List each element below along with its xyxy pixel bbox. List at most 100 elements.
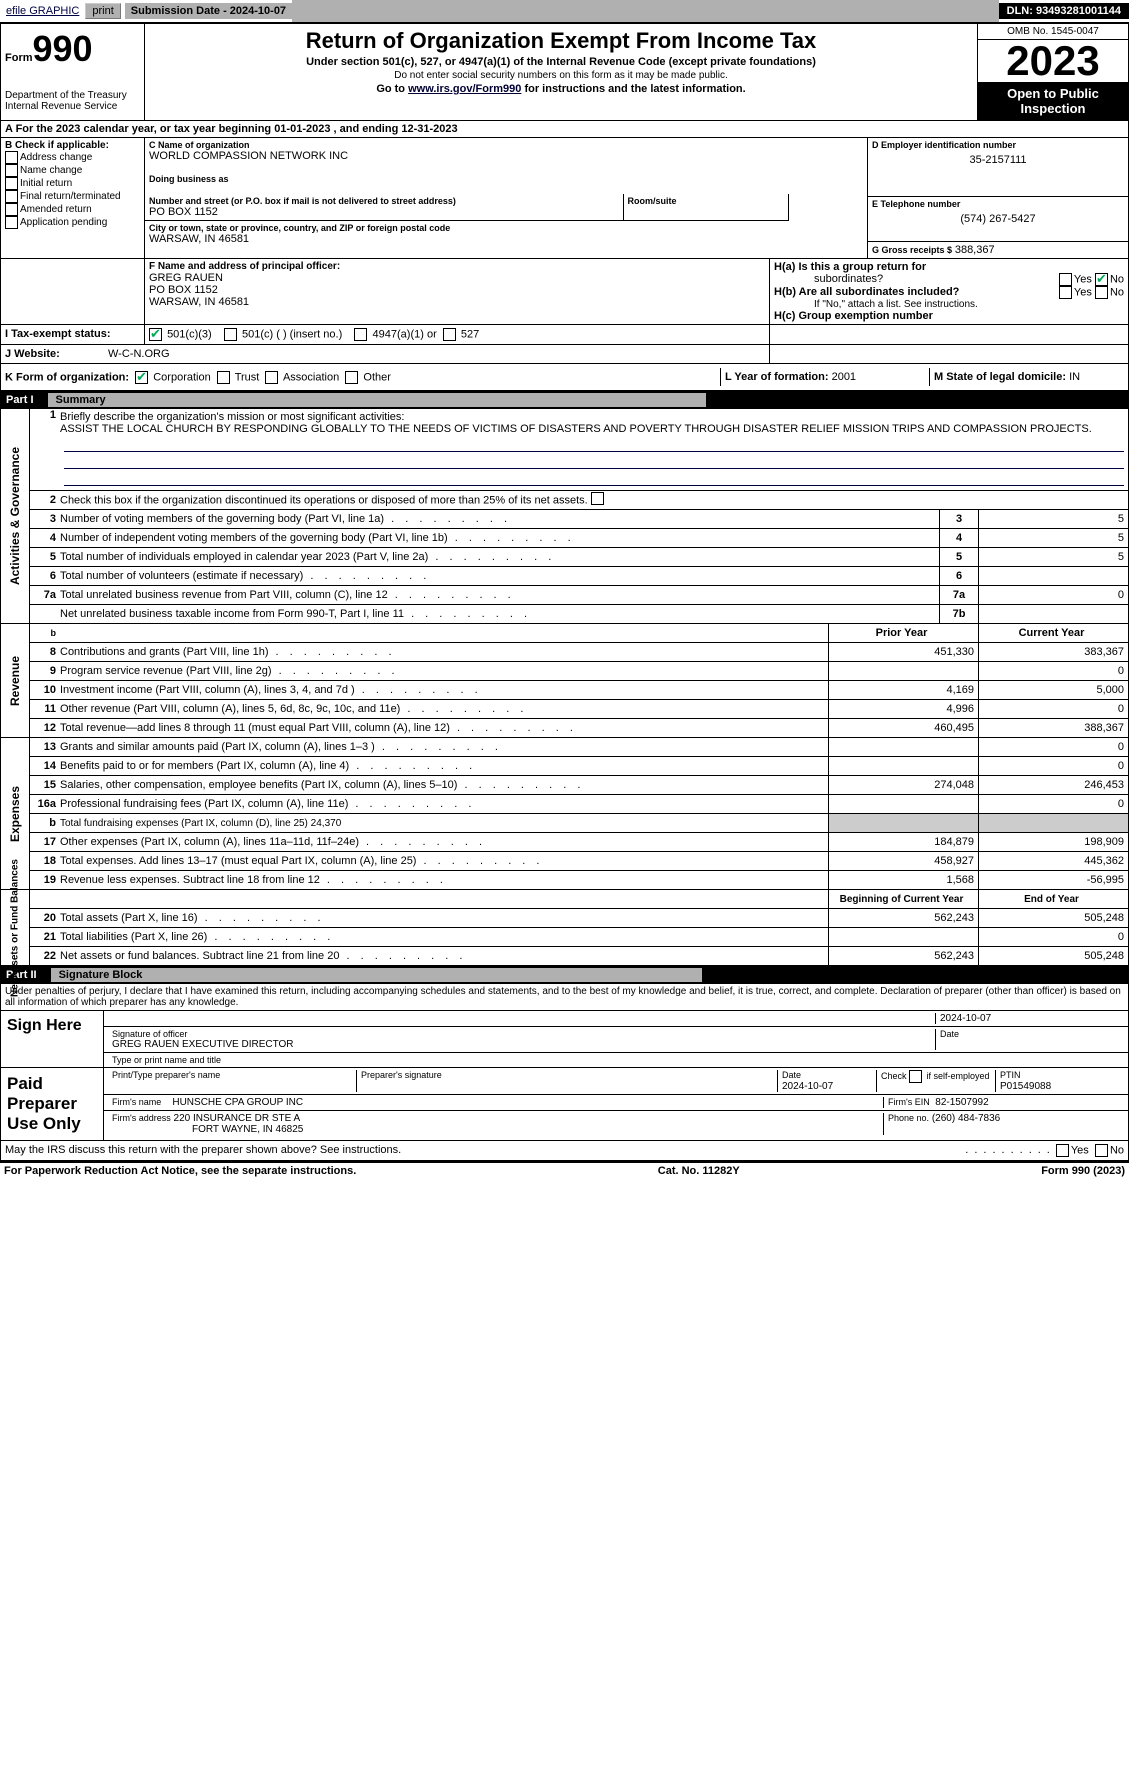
rev-row-9: 9 Program service revenue (Part VIII, li…	[30, 662, 1128, 681]
ck-527[interactable]	[443, 328, 456, 341]
exp-row-17: 17 Other expenses (Part IX, column (A), …	[30, 833, 1128, 852]
ck-other-org[interactable]	[345, 371, 358, 384]
expenses-section: Expenses 13 Grants and similar amounts p…	[0, 738, 1129, 890]
net-row-20: 20 Total assets (Part X, line 16) . . . …	[30, 909, 1128, 928]
ck-discuss-no[interactable]	[1095, 1144, 1108, 1157]
governance-section: Activities & Governance 1 Briefly descri…	[0, 409, 1129, 624]
mission-text: ASSIST THE LOCAL CHURCH BY RESPONDING GL…	[60, 423, 1092, 435]
part2-header: Part II Signature Block	[0, 966, 1129, 984]
discuss-row: May the IRS discuss this return with the…	[0, 1141, 1129, 1161]
ptin-value: P01549088	[1000, 1081, 1051, 1092]
hdr-end: End of Year	[978, 890, 1128, 908]
netassets-tab: Net Assets or Fund Balances	[10, 858, 21, 996]
box-e-label: E Telephone number	[872, 199, 1124, 209]
dba-label: Doing business as	[149, 174, 863, 184]
street-value: PO BOX 1152	[149, 206, 619, 218]
ck-app-pending[interactable]: Application pending	[5, 216, 140, 229]
paid-preparer-label: Paid Preparer Use Only	[1, 1068, 104, 1140]
hdr-current-year: Current Year	[978, 624, 1128, 642]
officer-street: PO BOX 1152	[149, 284, 765, 296]
ck-self-employed[interactable]	[909, 1070, 922, 1083]
box-hc: H(c) Group exemption number	[774, 310, 1124, 322]
exp-row-16a: 16a Professional fundraising fees (Part …	[30, 795, 1128, 814]
gov-row-3: 3 Number of voting members of the govern…	[30, 510, 1128, 529]
line-a-period: A For the 2023 calendar year, or tax yea…	[0, 121, 1129, 138]
rev-row-10: 10 Investment income (Part VIII, column …	[30, 681, 1128, 700]
exp-row-14: 14 Benefits paid to or for members (Part…	[30, 757, 1128, 776]
expenses-tab: Expenses	[8, 785, 22, 841]
exp-row-18: 18 Total expenses. Add lines 13–17 (must…	[30, 852, 1128, 871]
ck-discontinued[interactable]	[591, 492, 604, 505]
room-label: Room/suite	[628, 196, 785, 206]
hdr-prior-year: Prior Year	[828, 624, 978, 642]
tax-year: 2023	[978, 40, 1128, 82]
gov-row-5: 5 Total number of individuals employed i…	[30, 548, 1128, 567]
city-label: City or town, state or province, country…	[149, 223, 863, 233]
sign-here-label: Sign Here	[1, 1011, 104, 1067]
sign-date: 2024-10-07	[936, 1013, 1124, 1024]
ck-501c3[interactable]	[149, 328, 162, 341]
irs-gov-link[interactable]: www.irs.gov/Form990	[408, 83, 521, 95]
firm-name: HUNSCHE CPA GROUP INC	[172, 1097, 303, 1108]
ck-trust[interactable]	[217, 371, 230, 384]
dln-label: DLN: 93493281001144	[999, 3, 1129, 19]
exp-row-b: b Total fundraising expenses (Part IX, c…	[30, 814, 1128, 833]
box-c-name-label: C Name of organization	[149, 140, 863, 150]
box-g-label: G Gross receipts $	[872, 245, 952, 255]
efile-graphic-link[interactable]: efile GRAPHIC	[0, 3, 85, 19]
ck-4947[interactable]	[354, 328, 367, 341]
row-j: J Website: W-C-N.ORG	[0, 345, 1129, 364]
box-hb-note: If "No," attach a list. See instructions…	[774, 299, 1124, 310]
dept-treasury: Department of the Treasury	[5, 90, 140, 101]
net-row-21: 21 Total liabilities (Part X, line 26) .…	[30, 928, 1128, 947]
box-b-header: B Check if applicable:	[5, 140, 140, 151]
ck-association[interactable]	[265, 371, 278, 384]
net-row-22: 22 Net assets or fund balances. Subtract…	[30, 947, 1128, 965]
page-footer: For Paperwork Reduction Act Notice, see …	[0, 1161, 1129, 1179]
ck-501c[interactable]	[224, 328, 237, 341]
topbar-spacer	[292, 0, 999, 22]
row-i: I Tax-exempt status: 501(c)(3) 501(c) ( …	[0, 325, 1129, 345]
firm-phone: (260) 484-7836	[932, 1113, 1000, 1124]
exp-row-15: 15 Salaries, other compensation, employe…	[30, 776, 1128, 795]
officer-city: WARSAW, IN 46581	[149, 296, 765, 308]
ck-address-change[interactable]: Address change	[5, 151, 140, 164]
submission-date: Submission Date - 2024-10-07	[125, 3, 292, 19]
ck-final-return[interactable]: Final return/terminated	[5, 190, 140, 203]
officer-sig-name: GREG RAUEN EXECUTIVE DIRECTOR	[112, 1039, 931, 1050]
ck-name-change[interactable]: Name change	[5, 164, 140, 177]
goto-line: Go to www.irs.gov/Form990 for instructio…	[149, 83, 973, 95]
print-button[interactable]: print	[85, 3, 120, 19]
phone-value: (574) 267-5427	[872, 213, 1124, 225]
public-inspection: Open to Public Inspection	[978, 82, 1128, 120]
paid-preparer-block: Paid Preparer Use Only Print/Type prepar…	[0, 1068, 1129, 1141]
netassets-section: Net Assets or Fund Balances Beginning of…	[0, 890, 1129, 966]
footer-left: For Paperwork Reduction Act Notice, see …	[4, 1165, 356, 1177]
ck-corporation[interactable]	[135, 371, 148, 384]
gov-row-6: 6 Total number of volunteers (estimate i…	[30, 567, 1128, 586]
revenue-tab: Revenue	[8, 655, 22, 705]
form-title: Return of Organization Exempt From Incom…	[149, 28, 973, 54]
ein-value: 35-2157111	[872, 154, 1124, 166]
rev-row-12: 12 Total revenue—add lines 8 through 11 …	[30, 719, 1128, 737]
boxes-f-h: F Name and address of principal officer:…	[0, 259, 1129, 325]
box-d-label: D Employer identification number	[872, 140, 1124, 150]
ck-initial-return[interactable]: Initial return	[5, 177, 140, 190]
exp-row-13: 13 Grants and similar amounts paid (Part…	[30, 738, 1128, 757]
firm-addr2: FORT WAYNE, IN 46825	[112, 1124, 303, 1135]
mission-label: Briefly describe the organization's miss…	[60, 411, 404, 423]
box-f-label: F Name and address of principal officer:	[149, 261, 765, 272]
gov-row-4: 4 Number of independent voting members o…	[30, 529, 1128, 548]
ssn-warning: Do not enter social security numbers on …	[149, 70, 973, 81]
hdr-beginning: Beginning of Current Year	[828, 890, 978, 908]
perjury-text: Under penalties of perjury, I declare th…	[0, 984, 1129, 1011]
street-label: Number and street (or P.O. box if mail i…	[149, 196, 619, 206]
box-ha: H(a) Is this a group return for	[774, 261, 1124, 273]
rev-row-11: 11 Other revenue (Part VIII, column (A),…	[30, 700, 1128, 719]
sign-here-block: Sign Here 2024-10-07 Signature of office…	[0, 1011, 1129, 1068]
ck-discuss-yes[interactable]	[1056, 1144, 1069, 1157]
ck-amended-return[interactable]: Amended return	[5, 203, 140, 216]
row-klm: K Form of organization: Corporation Trus…	[0, 364, 1129, 391]
part1-header: Part I Summary	[0, 391, 1129, 409]
exp-row-19: 19 Revenue less expenses. Subtract line …	[30, 871, 1128, 889]
